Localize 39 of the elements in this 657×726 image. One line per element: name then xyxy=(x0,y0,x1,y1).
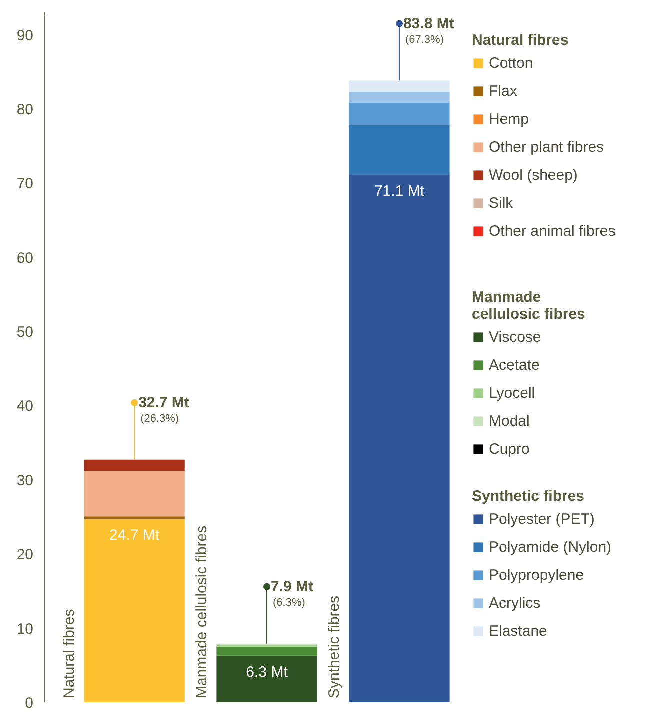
legend-label: Viscose xyxy=(489,328,542,346)
legend-label: Elastane xyxy=(489,622,548,640)
x-tick-label: Manmade cellulosic fibres xyxy=(194,526,211,698)
x-tick-label: Synthetic fibres xyxy=(326,596,344,698)
y-tick-label: 60 xyxy=(16,250,34,267)
y-tick-label: 80 xyxy=(16,101,34,118)
legend-label: Cotton xyxy=(489,54,534,72)
legend-label: Flax xyxy=(489,82,518,100)
text: Natural fibres xyxy=(472,32,570,49)
y-tick-label: 30 xyxy=(16,472,34,490)
y-tick-label: 20 xyxy=(16,546,34,564)
legend-label: Silk xyxy=(489,194,514,212)
legend-label: Acetate xyxy=(489,356,540,374)
legend-label: Polyamide (Nylon) xyxy=(489,538,612,556)
text: Manmade cellulosic fibres xyxy=(472,289,586,323)
data-label: 6.3 Mt xyxy=(246,664,289,681)
legend-label: Acrylics xyxy=(489,594,541,612)
y-tick-label: 0 xyxy=(25,695,34,712)
legend-label: Polyester (PET) xyxy=(489,510,595,528)
annotation: 83.8 Mt (67.3%) xyxy=(403,15,454,46)
legend-label: Other animal fibres xyxy=(489,222,616,240)
legend-label: Hemp xyxy=(489,110,530,128)
annotation: 32.7 Mt (26.3%) xyxy=(138,394,190,425)
y-tick-label: 10 xyxy=(16,620,34,638)
x-tick-label: Natural fibres xyxy=(61,609,78,698)
annotation: 7.9 Mt (6.3%) xyxy=(271,578,314,609)
y-tick-label: 90 xyxy=(16,27,34,44)
legend-label: Other plant fibres xyxy=(489,138,604,156)
y-tick-label: 40 xyxy=(16,398,34,416)
data-label: 71.1 Mt xyxy=(374,182,426,200)
legend-label: Modal xyxy=(489,412,530,430)
text: Synthetic fibres xyxy=(472,488,586,505)
legend-label: Lyocell xyxy=(489,384,536,402)
y-tick-label: 70 xyxy=(16,176,34,193)
legend-label: Cupro xyxy=(489,440,530,458)
legend-label: Wool (sheep) xyxy=(489,166,578,184)
data-label: 24.7 Mt xyxy=(110,527,160,544)
y-tick-label: 50 xyxy=(16,324,34,342)
legend-label: Polypropylene xyxy=(489,566,584,584)
